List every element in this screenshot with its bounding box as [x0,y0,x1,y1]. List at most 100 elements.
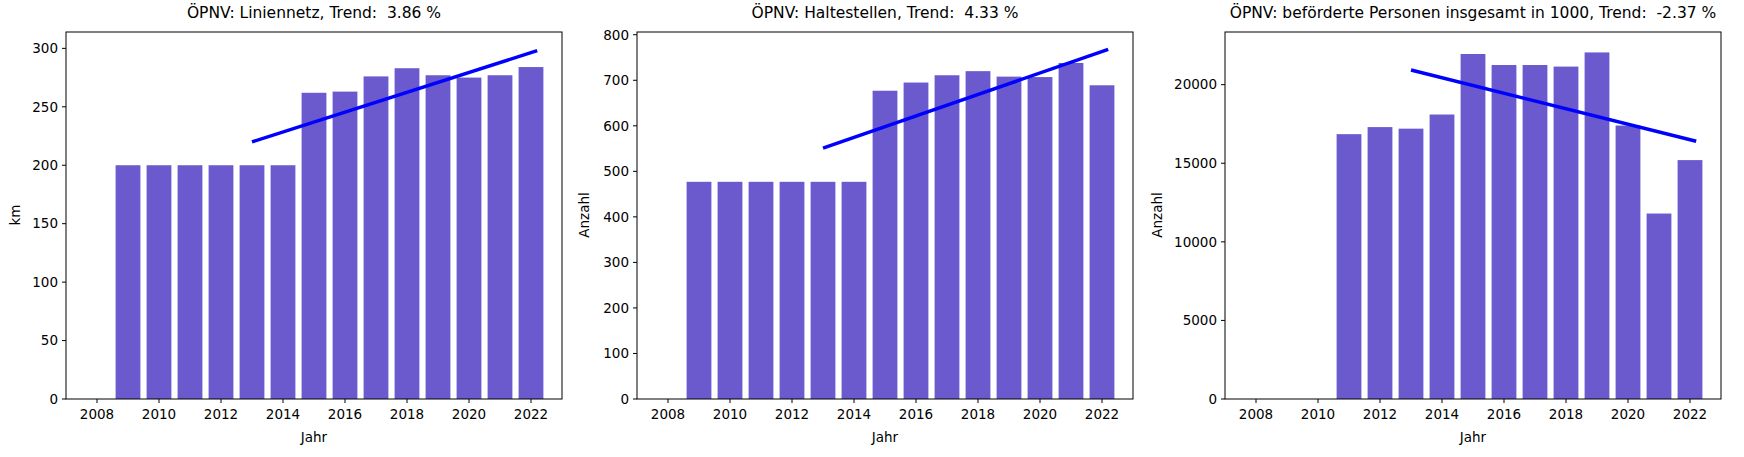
y-axis: 0 5000 10000 15000 20000 [1174,76,1225,406]
charts-svg: 2008 2010 2012 2014 2016 2018 2020 2022 0 50 100 15… [0,0,1744,457]
bar-2015 [1461,54,1486,399]
y-tick-label: 700 [603,72,629,88]
y-tick-label: 200 [603,300,629,316]
y-axis-label-anzahl-haltestellen: Anzahl [576,192,592,237]
y-tick-label: 800 [603,27,629,43]
y-axis-label-km: km [7,205,23,226]
chart-title-haltestellen: ÖPNV: Haltestellen, Trend: 4.33 % [752,4,1019,22]
y-axis: 0100200300400500600700800 [603,27,637,407]
bar-2011 [1337,134,1362,399]
bar-2019 [1585,52,1610,399]
x-axis: 2008 2010 2012 2014 2016 2018 2020 2022 [651,399,1119,422]
bar-2022 [1090,85,1115,399]
bar-2013 [811,182,836,399]
chart-panel-2: 2008201020122014201620182020202205000100… [1174,32,1721,422]
x-tick-label: 2012 [775,406,809,422]
x-axis: 2008 2010 2012 2014 2016 2018 2020 2022 [80,399,548,422]
bar-2017 [364,76,389,399]
y-tick-label: 250 [32,99,58,115]
x-tick-label: 2008 [80,406,114,422]
bar-2013 [240,165,265,399]
bar-2012 [209,165,234,399]
bar-2018 [395,68,420,399]
x-tick-label: 2010 [713,406,747,422]
y-tick-label: 20000 [1174,76,1217,92]
chart-panel-1: 2008 2010 2012 2014 2016 2018 2020 2022 0 100 200 3… [603,27,1133,422]
x-tick-label: 2014 [1425,406,1459,422]
x-tick-label: 2012 [1363,406,1397,422]
x-axis-label-jahr-3: Jahr [1460,429,1486,445]
chart-title-liniennetz: ÖPNV: Liniennetz, Trend: 3.86 % [187,4,441,22]
x-tick-label: 2020 [452,406,486,422]
x-tick-label: 2020 [1611,406,1645,422]
y-tick-label: 0 [49,391,58,407]
chart-panel-0: 2008201020122014201620182020202205010015… [32,32,562,422]
y-tick-label: 0 [1208,391,1217,407]
x-axis: 20082010201220142016201820202022 [1239,399,1707,422]
bar-2012 [780,182,805,399]
y-tick-label: 50 [41,332,58,348]
x-axis-label-jahr-1: Jahr [301,429,327,445]
x-tick-label: 2016 [899,406,933,422]
bar-2017 [935,75,960,399]
y-tick-label: 10000 [1174,234,1217,250]
bar-2016 [1492,65,1517,399]
bar-2011 [178,165,203,399]
x-tick-label: 2022 [514,406,548,422]
x-tick-label: 2022 [1673,406,1707,422]
y-tick-label: 15000 [1174,155,1217,171]
y-tick-label: 100 [603,345,629,361]
bar-2022 [1678,160,1703,399]
bar-2009 [687,182,712,399]
figure: 2008 2010 2012 2014 2016 2018 2020 2022 0 50 100 15… [0,0,1744,457]
x-tick-label: 2018 [390,406,424,422]
bar-2014 [1430,115,1455,399]
y-tick-label: 500 [603,163,629,179]
x-tick-label: 2014 [837,406,871,422]
bar-2013 [1399,129,1424,399]
x-tick-label: 2008 [651,406,685,422]
bar-2016 [333,92,358,399]
bar-2021 [1059,63,1084,399]
y-tick-label: 150 [32,215,58,231]
bar-2020 [1616,126,1641,399]
bar-2022 [519,67,544,399]
x-tick-label: 2014 [266,406,300,422]
x-tick-label: 2008 [1239,406,1273,422]
y-tick-label: 600 [603,118,629,134]
bar-2010 [718,182,743,399]
bar-2019 [997,77,1022,399]
bar-2012 [1368,127,1393,399]
bar-2011 [749,182,774,399]
bar-2019 [426,75,451,399]
y-axis: 050100150200250300 [32,40,66,407]
bar-2014 [271,165,296,399]
bar-2021 [1647,214,1672,399]
x-tick-label: 2022 [1085,406,1119,422]
y-tick-label: 200 [32,157,58,173]
bar-2009 [116,165,141,399]
y-tick-label: 300 [603,254,629,270]
bar-2020 [1028,77,1053,399]
y-tick-label: 5000 [1183,312,1217,328]
x-tick-label: 2018 [1549,406,1583,422]
bar-2010 [147,165,172,399]
x-tick-label: 2012 [204,406,238,422]
bar-2020 [457,78,482,399]
bar-2017 [1523,65,1548,399]
bar-2015 [873,91,898,399]
bars-group [687,63,1115,399]
y-tick-label: 300 [32,40,58,56]
bars-group [1337,52,1703,399]
x-tick-label: 2016 [1487,406,1521,422]
bar-2018 [1554,67,1579,399]
bar-2021 [488,75,513,399]
x-tick-label: 2016 [328,406,362,422]
x-tick-label: 2020 [1023,406,1057,422]
chart-title-befoerderte-personen: ÖPNV: beförderte Personen insgesamt in 1… [1230,4,1717,22]
bar-2015 [302,93,327,399]
bar-2016 [904,83,929,399]
y-tick-label: 0 [620,391,629,407]
x-tick-label: 2018 [961,406,995,422]
x-tick-label: 2010 [142,406,176,422]
